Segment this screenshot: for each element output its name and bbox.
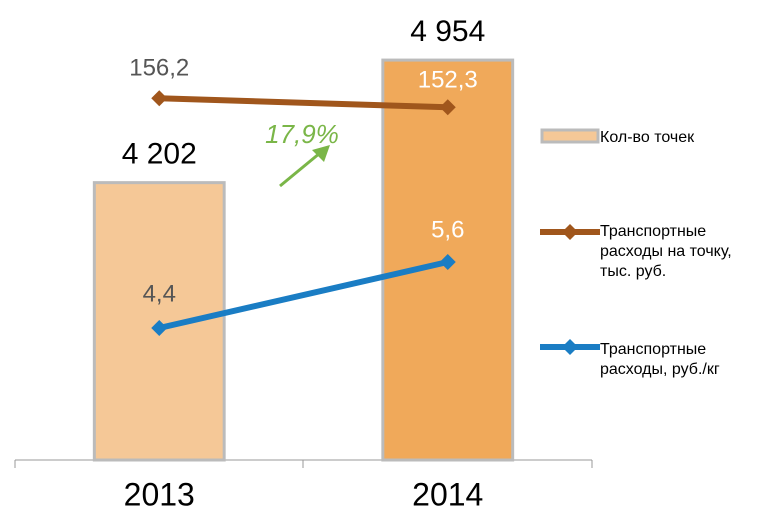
x-tick-label: 2014 bbox=[412, 476, 483, 512]
line bbox=[158, 259, 449, 331]
bar-value-label: 4 954 bbox=[410, 15, 485, 48]
annotation-arrow bbox=[279, 151, 321, 188]
legend-swatch bbox=[540, 128, 600, 144]
line bbox=[159, 95, 448, 111]
line-marker bbox=[151, 90, 168, 107]
line-value-label: 152,3 bbox=[418, 67, 478, 94]
legend-label: Кол-во точек bbox=[600, 129, 695, 146]
x-tick-label: 2013 bbox=[124, 476, 195, 512]
line-value-label: 5,6 bbox=[431, 216, 464, 243]
legend-label: Транспортные расходы, руб./кг bbox=[600, 341, 720, 378]
line-marker bbox=[151, 320, 168, 336]
line-marker bbox=[439, 99, 456, 116]
annotation: 17,9% bbox=[265, 119, 339, 149]
legend-label: Транспортные расходы на точку, тыс. руб. bbox=[600, 223, 732, 280]
line-marker bbox=[439, 254, 456, 270]
bar-value-label: 4 202 bbox=[122, 138, 197, 171]
legend-marker bbox=[562, 339, 578, 355]
line-value-label: 4,4 bbox=[143, 280, 176, 307]
legend-marker bbox=[562, 224, 578, 240]
line-value-label: 156,2 bbox=[129, 55, 189, 82]
annotation-arrowhead bbox=[312, 145, 330, 162]
